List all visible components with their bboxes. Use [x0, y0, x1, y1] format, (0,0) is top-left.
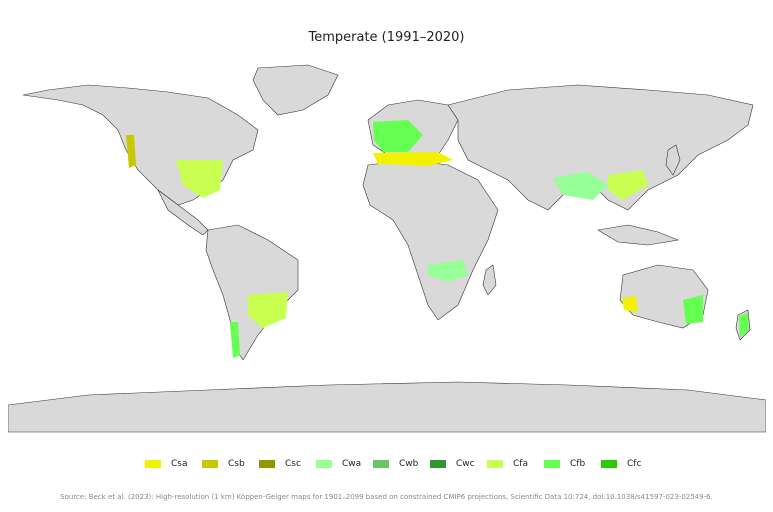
- cfa-patch: [176, 160, 223, 198]
- legend-item-cfa: Cfa: [487, 457, 528, 471]
- legend-label: Cwb: [399, 459, 419, 469]
- legend-swatch-cwb: [373, 460, 389, 468]
- legend-label: Cwa: [342, 459, 362, 469]
- cfb-patch-nz: [739, 313, 749, 338]
- legend-swatch-csa: [145, 460, 161, 468]
- legend-item-cfb: Cfb: [544, 457, 585, 471]
- legend-label: Cfc: [627, 459, 642, 469]
- legend-swatch-csb: [202, 460, 218, 468]
- cfa-patch-sa: [248, 292, 288, 328]
- central-america: [157, 189, 209, 236]
- cfb-patch: [373, 120, 423, 152]
- legend-item-cwc: Cwc: [430, 457, 475, 471]
- source-citation: Source: Beck et al. (2023): High-resolut…: [60, 493, 713, 501]
- legend-label: Csb: [228, 459, 245, 469]
- legend-swatch-cfa: [487, 460, 503, 468]
- legend-item-cwb: Cwb: [373, 457, 418, 471]
- legend-item-cfc: Cfc: [601, 457, 641, 471]
- japan: [665, 144, 681, 176]
- legend-swatch-cfc: [601, 460, 617, 468]
- legend-item-cwa: Cwa: [316, 457, 361, 471]
- legend-label: Csc: [285, 459, 301, 469]
- cwa-patch: [553, 172, 608, 200]
- legend-label: Cfa: [513, 459, 528, 469]
- indonesia: [597, 224, 680, 246]
- legend-label: Csa: [171, 459, 188, 469]
- greenland: [252, 64, 339, 116]
- legend-item-csb: Csb: [202, 457, 245, 471]
- legend-swatch-cfb: [544, 460, 560, 468]
- south-america: [205, 224, 299, 361]
- legend-item-csc: Csc: [259, 457, 301, 471]
- legend-label: Cfb: [570, 459, 586, 469]
- asia: [447, 84, 754, 211]
- africa: [362, 159, 499, 321]
- legend-swatch-cwc: [430, 460, 446, 468]
- north-america: [22, 84, 259, 206]
- legend-swatch-cwa: [316, 460, 332, 468]
- cfb-patch-chile: [230, 322, 240, 358]
- legend-swatch-csc: [259, 460, 275, 468]
- cfb-patch-aus: [683, 295, 703, 324]
- legend: Csa Csb Csc Cwa Cwb Cwc Cfa Cfb Cfc: [145, 457, 645, 471]
- csa-patch: [373, 152, 453, 166]
- cwa-patch-africa: [428, 260, 468, 282]
- csb-patch: [126, 135, 136, 168]
- world-map: [8, 64, 766, 433]
- antarctica: [8, 381, 766, 433]
- csa-patch-aus: [622, 296, 638, 312]
- madagascar: [482, 264, 497, 296]
- legend-item-csa: Csa: [145, 457, 188, 471]
- legend-label: Cwc: [456, 459, 475, 469]
- cfa-patch-china: [608, 170, 648, 200]
- map-title: Temperate (1991–2020): [308, 30, 465, 45]
